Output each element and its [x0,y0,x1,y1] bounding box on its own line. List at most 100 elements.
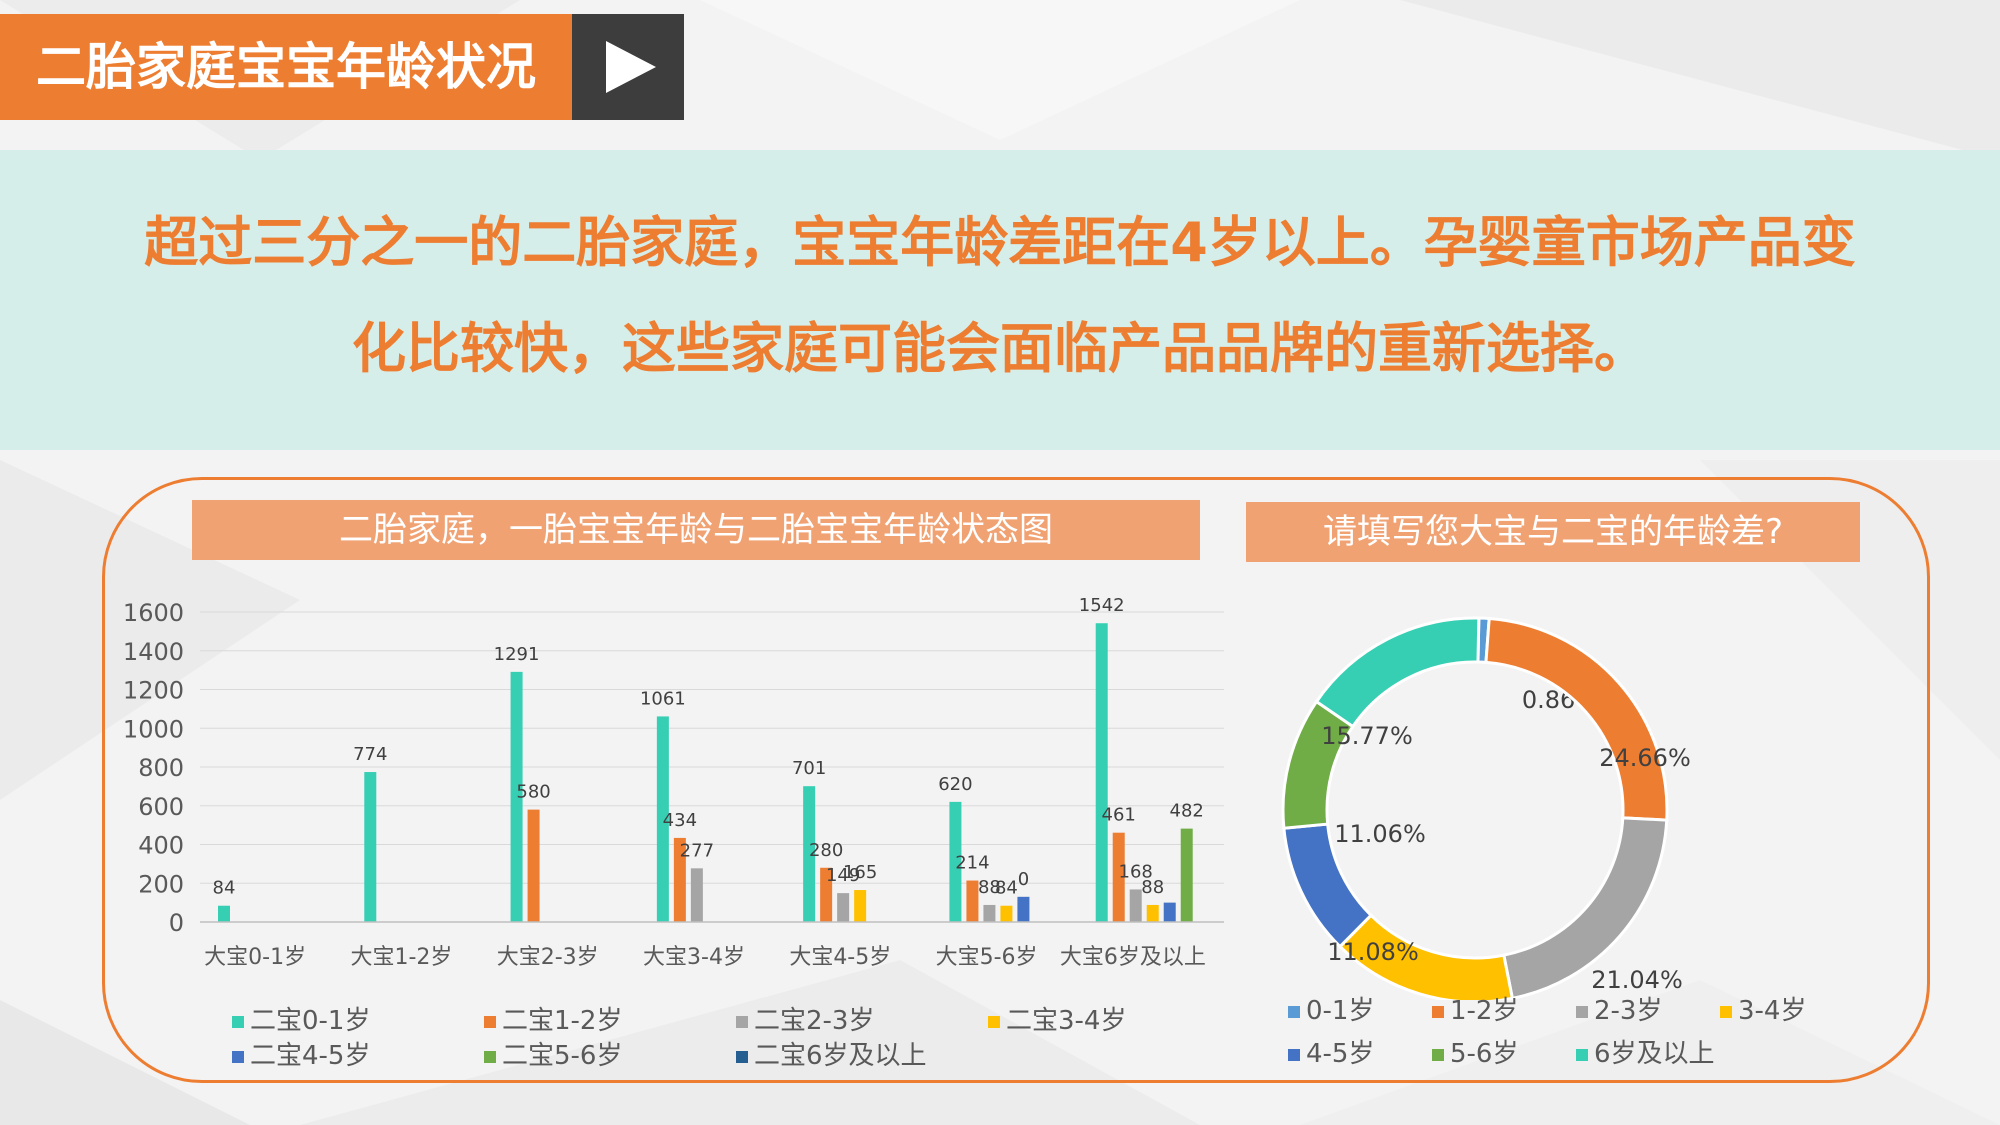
bar-chart-legend: 二宝0-1岁 二宝1-2岁 二宝2-3岁 二宝3-4岁二宝4-5岁 二宝5-6岁 二宝6岁… [232,1000,1126,1072]
bar-chart-title: 二胎家庭，一胎宝宝年龄与二胎宝宝年龄状态图 [192,500,1200,560]
legend-label: 5-6岁 [1450,1039,1519,1069]
summary-text: 超过三分之一的二胎家庭，宝宝年龄差距在4岁以上。孕婴童市场产品变 化比较快，这些… [60,190,1940,402]
data-label: 88 [978,877,1001,898]
summary-line-2: 化比较快，这些家庭可能会面临产品品牌的重新选择。 [352,317,1648,380]
legend-item: 1-2岁 [1432,990,1518,1027]
legend-swatch [736,1015,748,1028]
legend-swatch [232,1015,244,1028]
data-label: 88 [1141,877,1164,898]
bar [1129,889,1142,922]
legend-item: 4-5岁 [1288,1033,1374,1070]
data-label: 0 [1018,869,1029,890]
legend-label: 二宝6岁及以上 [754,1041,927,1071]
bar [966,880,979,922]
data-label: 277 [680,840,714,861]
data-label: 1542 [1079,595,1125,616]
bar [983,904,996,922]
legend-swatch [1576,1048,1588,1061]
bar [837,893,850,922]
bar [673,837,686,922]
slice-label: 15.77% [1321,722,1413,750]
summary-line-1: 超过三分之一的二胎家庭，宝宝年龄差距在4岁以上。孕婴童市场产品变 [144,211,1856,274]
bar [690,868,703,922]
legend-label: 二宝0-1岁 [250,1006,371,1036]
y-tick-label: 1200 [123,677,184,705]
bar [656,716,669,922]
legend-label: 6岁及以上 [1594,1039,1715,1069]
bar [1146,904,1159,922]
legend-swatch [484,1050,496,1063]
legend-label: 二宝1-2岁 [502,1006,623,1036]
legend-swatch [1576,1005,1588,1018]
legend-item: 二宝2-3岁 [736,1000,874,1037]
legend-item: 0-1岁 [1288,990,1374,1027]
data-label: 168 [1119,861,1153,882]
slice-label: 11.06% [1334,820,1426,848]
data-label: 434 [663,810,697,831]
legend-swatch [1288,1048,1300,1061]
bar [949,801,962,922]
donut-chart-legend: 0-1岁 1-2岁 2-3岁 3-4岁 4-5岁 5-6岁 6岁及以上 [1288,990,1848,1069]
y-tick-label: 600 [138,793,184,821]
legend-item: 2-3岁 [1576,990,1662,1027]
y-tick-label: 400 [138,832,184,860]
legend-label: 0-1岁 [1306,996,1375,1026]
x-tick-label: 大宝0-1岁 [204,945,306,970]
legend-swatch [1720,1005,1732,1018]
play-icon [606,41,656,93]
data-label: 1061 [640,688,686,709]
x-tick-label: 大宝1-2岁 [350,945,452,970]
x-tick-label: 大宝6岁及以上 [1060,945,1206,970]
data-label: 214 [955,853,989,874]
legend-swatch [1432,1048,1444,1061]
legend-label: 二宝3-4岁 [1006,1006,1127,1036]
legend-label: 3-4岁 [1738,996,1807,1026]
play-button[interactable] [572,14,684,120]
data-label: 701 [792,758,826,779]
slice-label: 21.04% [1591,966,1683,994]
bar [854,890,867,922]
legend-item: 二宝3-4岁 [988,1000,1126,1037]
data-label: 620 [938,774,972,795]
legend-label: 1-2岁 [1450,996,1519,1026]
slice-label: 24.66% [1599,744,1691,772]
y-tick-label: 1600 [123,599,184,627]
bar-chart: 0 200 400 600 800 1000 1200 1400 1600 84 大宝0-1岁 774… [123,595,1224,970]
x-tick-label: 大宝4-5岁 [789,945,891,970]
slice-label: 11.08% [1327,938,1419,966]
legend-swatch [736,1050,748,1063]
data-label: 482 [1170,801,1204,822]
legend-swatch [1432,1005,1444,1018]
bar [820,867,833,922]
bar [510,671,523,922]
legend-label: 二宝5-6岁 [502,1041,623,1071]
summary-banner [0,150,2000,450]
y-tick-label: 1400 [123,638,184,666]
data-label: 149 [826,865,860,886]
data-label: 165 [843,862,877,883]
y-tick-label: 200 [138,870,184,898]
legend-item: 6岁及以上 [1576,1033,1715,1070]
data-label: 461 [1102,805,1136,826]
data-label: 580 [516,782,550,803]
legend-label: 二宝2-3岁 [754,1006,875,1036]
bar [803,786,816,922]
bar [364,772,377,922]
bar [1095,623,1108,922]
legend-item: 二宝4-5岁 [232,1035,370,1072]
legend-item: 二宝6岁及以上 [736,1035,927,1072]
y-tick-label: 1000 [123,715,184,743]
charts-panel [102,477,1930,1083]
page-title: 二胎家庭宝宝年龄状况 [0,14,572,120]
bar [1112,832,1125,922]
legend-label: 4-5岁 [1306,1039,1375,1069]
x-tick-label: 大宝3-4岁 [643,945,745,970]
data-label: 1291 [494,644,540,665]
legend-item: 3-4岁 [1720,990,1806,1027]
legend-swatch [988,1015,1000,1028]
data-label: 84 [213,878,236,899]
donut-slice [1314,616,1481,729]
donut-chart-title: 请填写您大宝与二宝的年龄差? [1246,502,1860,562]
legend-swatch [484,1015,496,1028]
